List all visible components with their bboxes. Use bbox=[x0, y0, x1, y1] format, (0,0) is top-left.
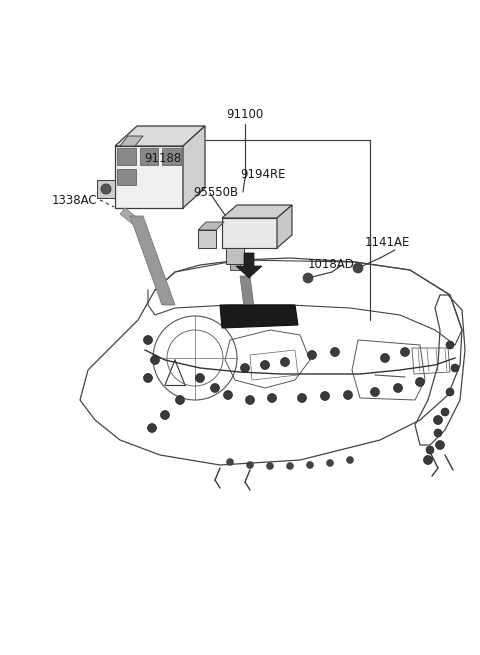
Circle shape bbox=[446, 341, 454, 349]
Polygon shape bbox=[120, 208, 140, 226]
Polygon shape bbox=[198, 230, 216, 248]
Circle shape bbox=[394, 383, 403, 392]
Circle shape bbox=[266, 462, 274, 470]
Circle shape bbox=[195, 373, 204, 383]
Circle shape bbox=[321, 392, 329, 400]
Polygon shape bbox=[222, 218, 277, 248]
Polygon shape bbox=[226, 248, 244, 264]
Circle shape bbox=[434, 429, 442, 437]
Circle shape bbox=[280, 358, 289, 367]
Text: 9194RE: 9194RE bbox=[240, 168, 286, 181]
Circle shape bbox=[416, 377, 424, 386]
Polygon shape bbox=[236, 253, 262, 278]
Circle shape bbox=[160, 411, 169, 419]
Text: 91100: 91100 bbox=[227, 109, 264, 121]
Polygon shape bbox=[115, 146, 183, 208]
Circle shape bbox=[451, 364, 459, 372]
Circle shape bbox=[144, 335, 153, 345]
Circle shape bbox=[298, 394, 307, 403]
Circle shape bbox=[353, 263, 363, 273]
Circle shape bbox=[344, 390, 352, 400]
Circle shape bbox=[287, 462, 293, 470]
Polygon shape bbox=[240, 276, 255, 315]
Text: 95550B: 95550B bbox=[193, 187, 238, 200]
Polygon shape bbox=[97, 180, 115, 198]
Circle shape bbox=[147, 424, 156, 432]
Circle shape bbox=[101, 184, 111, 194]
Circle shape bbox=[307, 462, 313, 468]
Circle shape bbox=[240, 364, 250, 373]
Circle shape bbox=[247, 462, 253, 468]
Text: 1338AC: 1338AC bbox=[52, 193, 97, 206]
Circle shape bbox=[144, 373, 153, 383]
Circle shape bbox=[400, 348, 409, 356]
Bar bbox=[162, 148, 181, 164]
Circle shape bbox=[227, 458, 233, 466]
Polygon shape bbox=[230, 264, 240, 270]
Text: 1018AD: 1018AD bbox=[308, 259, 355, 272]
Polygon shape bbox=[220, 305, 298, 328]
Circle shape bbox=[441, 408, 449, 416]
Polygon shape bbox=[120, 136, 143, 146]
Polygon shape bbox=[115, 126, 205, 146]
Circle shape bbox=[245, 396, 254, 405]
Circle shape bbox=[261, 360, 269, 369]
Polygon shape bbox=[130, 216, 175, 305]
Bar bbox=[117, 148, 136, 164]
Circle shape bbox=[331, 348, 339, 356]
Polygon shape bbox=[198, 222, 224, 230]
Circle shape bbox=[433, 415, 443, 424]
Circle shape bbox=[308, 350, 316, 360]
Text: 1141AE: 1141AE bbox=[365, 236, 410, 250]
Circle shape bbox=[426, 446, 434, 454]
Bar bbox=[117, 169, 136, 185]
Circle shape bbox=[303, 273, 313, 283]
Circle shape bbox=[347, 457, 353, 464]
Circle shape bbox=[381, 354, 389, 362]
Text: 91188: 91188 bbox=[144, 151, 181, 164]
Circle shape bbox=[151, 356, 159, 364]
Polygon shape bbox=[277, 205, 292, 248]
Circle shape bbox=[176, 396, 184, 405]
Circle shape bbox=[326, 460, 334, 466]
Circle shape bbox=[211, 383, 219, 392]
Circle shape bbox=[267, 394, 276, 403]
Circle shape bbox=[435, 441, 444, 449]
Circle shape bbox=[423, 455, 432, 464]
Bar bbox=[140, 148, 158, 164]
Circle shape bbox=[371, 388, 380, 396]
Polygon shape bbox=[222, 205, 292, 218]
Polygon shape bbox=[183, 126, 205, 208]
Circle shape bbox=[446, 388, 454, 396]
Circle shape bbox=[224, 390, 232, 400]
